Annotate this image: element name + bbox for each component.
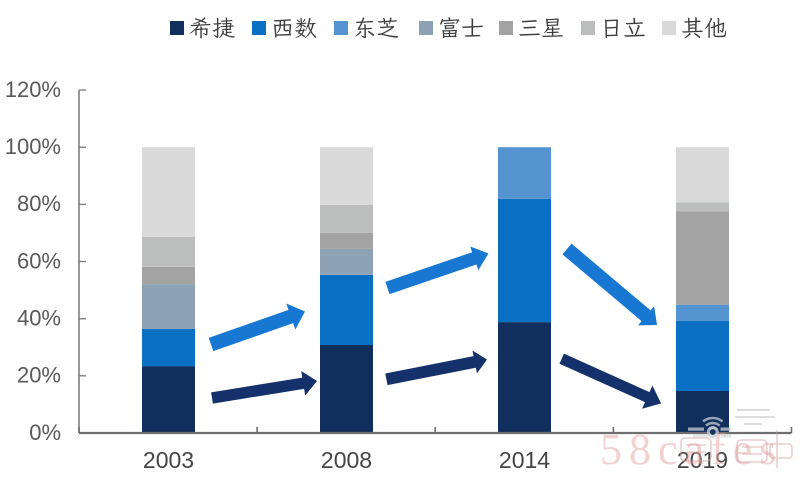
svg-text:2014: 2014 — [499, 447, 550, 473]
svg-text:2008: 2008 — [321, 447, 372, 473]
svg-text:58cafes: 58cafes — [600, 425, 783, 474]
svg-text:60%: 60% — [17, 248, 61, 273]
svg-text:80%: 80% — [17, 191, 61, 216]
svg-text:2003: 2003 — [143, 447, 194, 473]
svg-text:40%: 40% — [17, 306, 61, 331]
svg-text:120%: 120% — [5, 77, 61, 102]
svg-text:100%: 100% — [5, 134, 61, 159]
svg-text:20%: 20% — [17, 363, 61, 388]
svg-text:0%: 0% — [29, 420, 61, 445]
